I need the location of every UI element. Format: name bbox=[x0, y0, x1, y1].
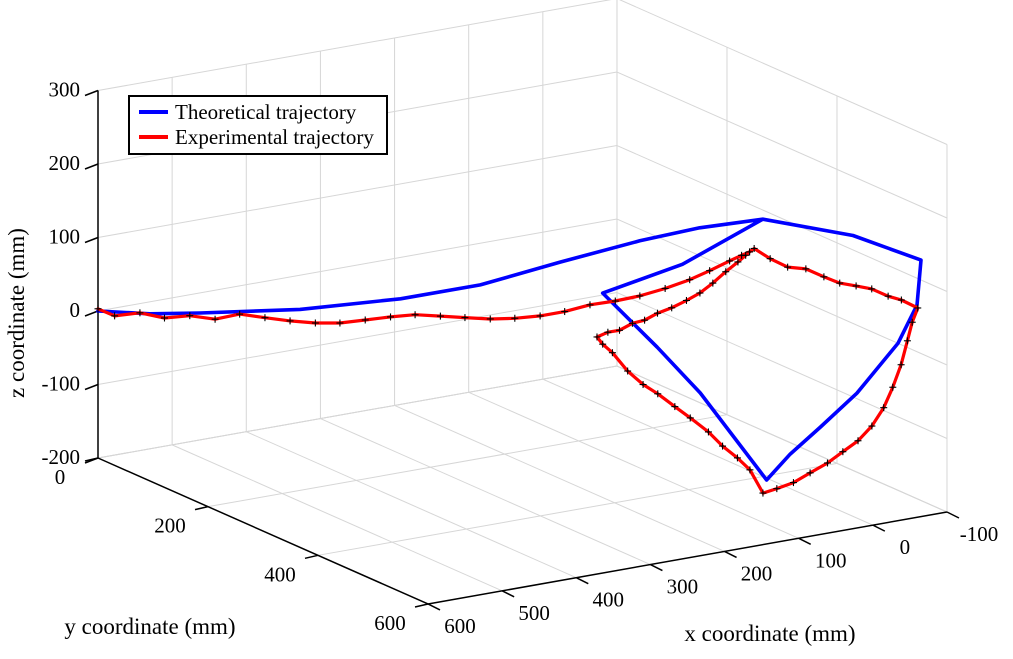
z-tick-label: 100 bbox=[49, 225, 81, 249]
x-tick-label: 100 bbox=[815, 548, 847, 572]
grid-line bbox=[616, 218, 948, 366]
z-tick-label: 200 bbox=[49, 151, 81, 175]
x-tick bbox=[872, 524, 886, 532]
z-tick bbox=[84, 89, 99, 97]
legend-line-sample-experimental bbox=[139, 135, 168, 139]
legend: Theoretical trajectory Experimental traj… bbox=[128, 95, 388, 155]
x-tick-label: 400 bbox=[593, 588, 625, 612]
x-tick-label: 500 bbox=[518, 601, 550, 625]
grid-line bbox=[619, 0, 948, 145]
grid-line bbox=[616, 71, 948, 219]
grid-line bbox=[97, 218, 618, 312]
x-tick bbox=[427, 603, 441, 611]
y-tick-label: 0 bbox=[55, 465, 66, 489]
grid-line bbox=[97, 145, 618, 238]
x-tick bbox=[724, 550, 737, 559]
z-tick-label: 0 bbox=[70, 298, 81, 322]
y-tick-label: 600 bbox=[374, 611, 406, 635]
x-tick-label: 200 bbox=[741, 561, 773, 585]
z-tick-label: -200 bbox=[42, 445, 81, 469]
experimental-trajectory-line bbox=[96, 246, 920, 495]
x-tick-label: 300 bbox=[667, 575, 699, 599]
grid-line bbox=[246, 431, 577, 579]
x-tick bbox=[650, 563, 663, 572]
z-tick bbox=[84, 457, 99, 464]
x-tick bbox=[946, 511, 960, 519]
y-axis-label: y coordinate (mm) bbox=[64, 614, 235, 639]
box-edge bbox=[616, 365, 948, 513]
x-tick-label: -100 bbox=[960, 522, 999, 546]
x-tick bbox=[798, 537, 812, 545]
x-axis-label: x coordinate (mm) bbox=[684, 621, 855, 646]
z-axis-label: z coordinate (mm) bbox=[4, 228, 29, 398]
x-axis-line bbox=[427, 511, 948, 605]
box-edge bbox=[97, 365, 618, 459]
x-tick bbox=[575, 577, 589, 585]
grid-line bbox=[394, 404, 725, 552]
z-tick bbox=[84, 383, 99, 391]
z-tick bbox=[84, 163, 99, 170]
grid-line bbox=[542, 378, 874, 526]
x-tick-label: 0 bbox=[900, 535, 911, 559]
grid-line bbox=[207, 414, 728, 508]
legend-label-theoretical: Theoretical trajectory bbox=[175, 100, 357, 124]
legend-item-theoretical: Theoretical trajectory bbox=[139, 100, 374, 124]
grid-line bbox=[616, 145, 948, 292]
y-tick bbox=[304, 554, 319, 560]
grid-line bbox=[468, 391, 799, 539]
legend-line-sample-theoretical bbox=[139, 110, 168, 114]
x-tick-label: 600 bbox=[444, 614, 476, 638]
y-tick-label: 400 bbox=[264, 562, 296, 586]
y-tick-label: 200 bbox=[154, 514, 186, 538]
grid-line bbox=[97, 0, 612, 91]
grid-line bbox=[616, 292, 948, 439]
legend-label-experimental: Experimental trajectory bbox=[175, 125, 374, 149]
y-tick bbox=[194, 505, 209, 511]
grid-line bbox=[97, 292, 618, 385]
grid-line bbox=[171, 444, 503, 592]
z-tick-label: -100 bbox=[42, 372, 81, 396]
grid-line bbox=[317, 462, 838, 556]
legend-item-experimental: Experimental trajectory bbox=[139, 125, 374, 149]
y-tick bbox=[414, 603, 429, 608]
y-axis-line bbox=[97, 457, 429, 605]
z-tick bbox=[84, 310, 99, 317]
x-tick bbox=[501, 590, 515, 598]
z-tick bbox=[84, 236, 99, 244]
grid-line bbox=[320, 418, 651, 566]
theoretical-trajectory-line bbox=[96, 217, 923, 482]
z-tick-label: 300 bbox=[49, 78, 81, 102]
